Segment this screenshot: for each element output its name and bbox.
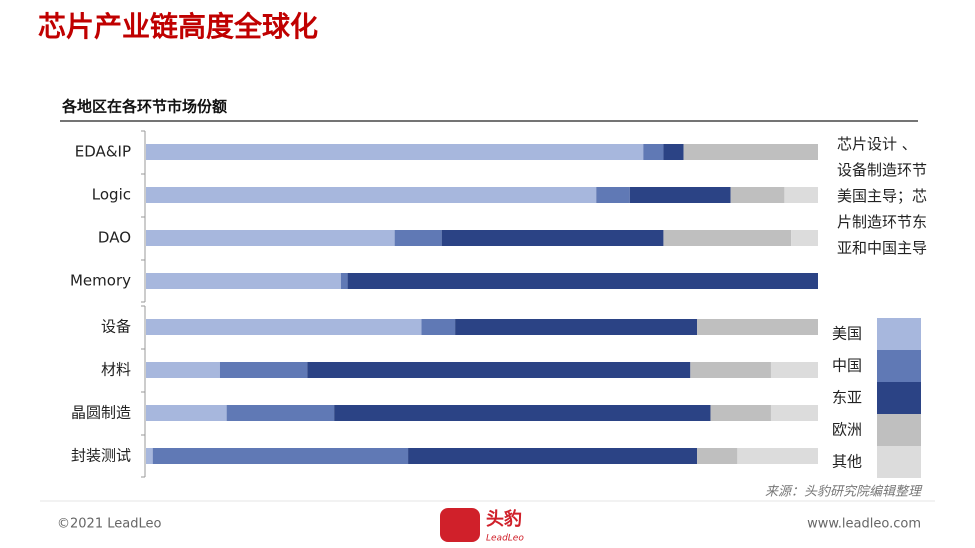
y-tick-label: 晶圆制造 [71,404,131,422]
bar-segment [784,187,818,203]
legend-label: 美国 [832,325,862,343]
legend-label: 中国 [832,357,862,375]
bar-segment [770,405,818,421]
y-tick-label: 封装测试 [71,447,131,465]
chart-title: 各地区在各环节市场份额 [61,98,227,116]
bar-segment [146,273,341,289]
bar-segment [770,362,818,378]
bar-segment [146,362,220,378]
copyright: ©2021 LeadLeo [57,517,161,532]
legend-label: 欧洲 [832,421,862,439]
bar-segment [226,405,335,421]
bar-segment [455,319,698,335]
y-tick-label: Logic [92,186,131,204]
bar-segment [307,362,691,378]
legend-swatch [877,318,921,350]
bar-segment [697,319,818,335]
logo-text: 头豹 [486,508,522,530]
logo-sub: LeadLeo [486,534,524,544]
legend-swatch [877,446,921,478]
bar-segment [394,230,442,246]
bar-segment [146,187,597,203]
bar-segment [146,405,227,421]
bar-segment [347,273,818,289]
bar-segment [408,448,698,464]
y-tick-label: Memory [70,272,131,290]
legend-label: 其他 [832,453,862,471]
y-tick-label: 设备 [101,318,131,336]
bar-segment [340,273,348,289]
bar-segment [629,187,731,203]
bar-segment [596,187,630,203]
bar-segment [146,144,644,160]
slide-title: 芯片产业链高度全球化 [38,10,318,43]
legend-swatch [877,350,921,382]
bar-segment [421,319,456,335]
y-tick-label: 材料 [101,361,131,379]
url: www.leadleo.com [807,517,921,532]
annotation: 芯片设计 、设备制造环节美国主导；芯片制造环节东亚和中国主导 [837,135,928,257]
y-tick-label: DAO [98,229,131,247]
logo-icon [440,508,480,542]
bar-segment [219,362,308,378]
y-tick-label: EDA&IP [75,143,131,161]
bar-segment [663,144,684,160]
legend-swatch [877,414,921,446]
bar-segment [710,405,771,421]
bar-segment [690,362,771,378]
bar-segment [737,448,818,464]
bar-segment [146,448,153,464]
legend-swatch [877,382,921,414]
bar-segment [697,448,738,464]
bar-segment [791,230,818,246]
bar-segment [334,405,711,421]
bar-segment [663,230,792,246]
bar-segment [146,230,395,246]
bar-segment [643,144,664,160]
bar-segment [441,230,664,246]
legend-label: 东亚 [832,389,862,407]
source: 来源：头豹研究院编辑整理 [765,484,923,500]
bar-segment [683,144,818,160]
bar-segment [730,187,785,203]
bar-segment [152,448,409,464]
bar-segment [146,319,422,335]
